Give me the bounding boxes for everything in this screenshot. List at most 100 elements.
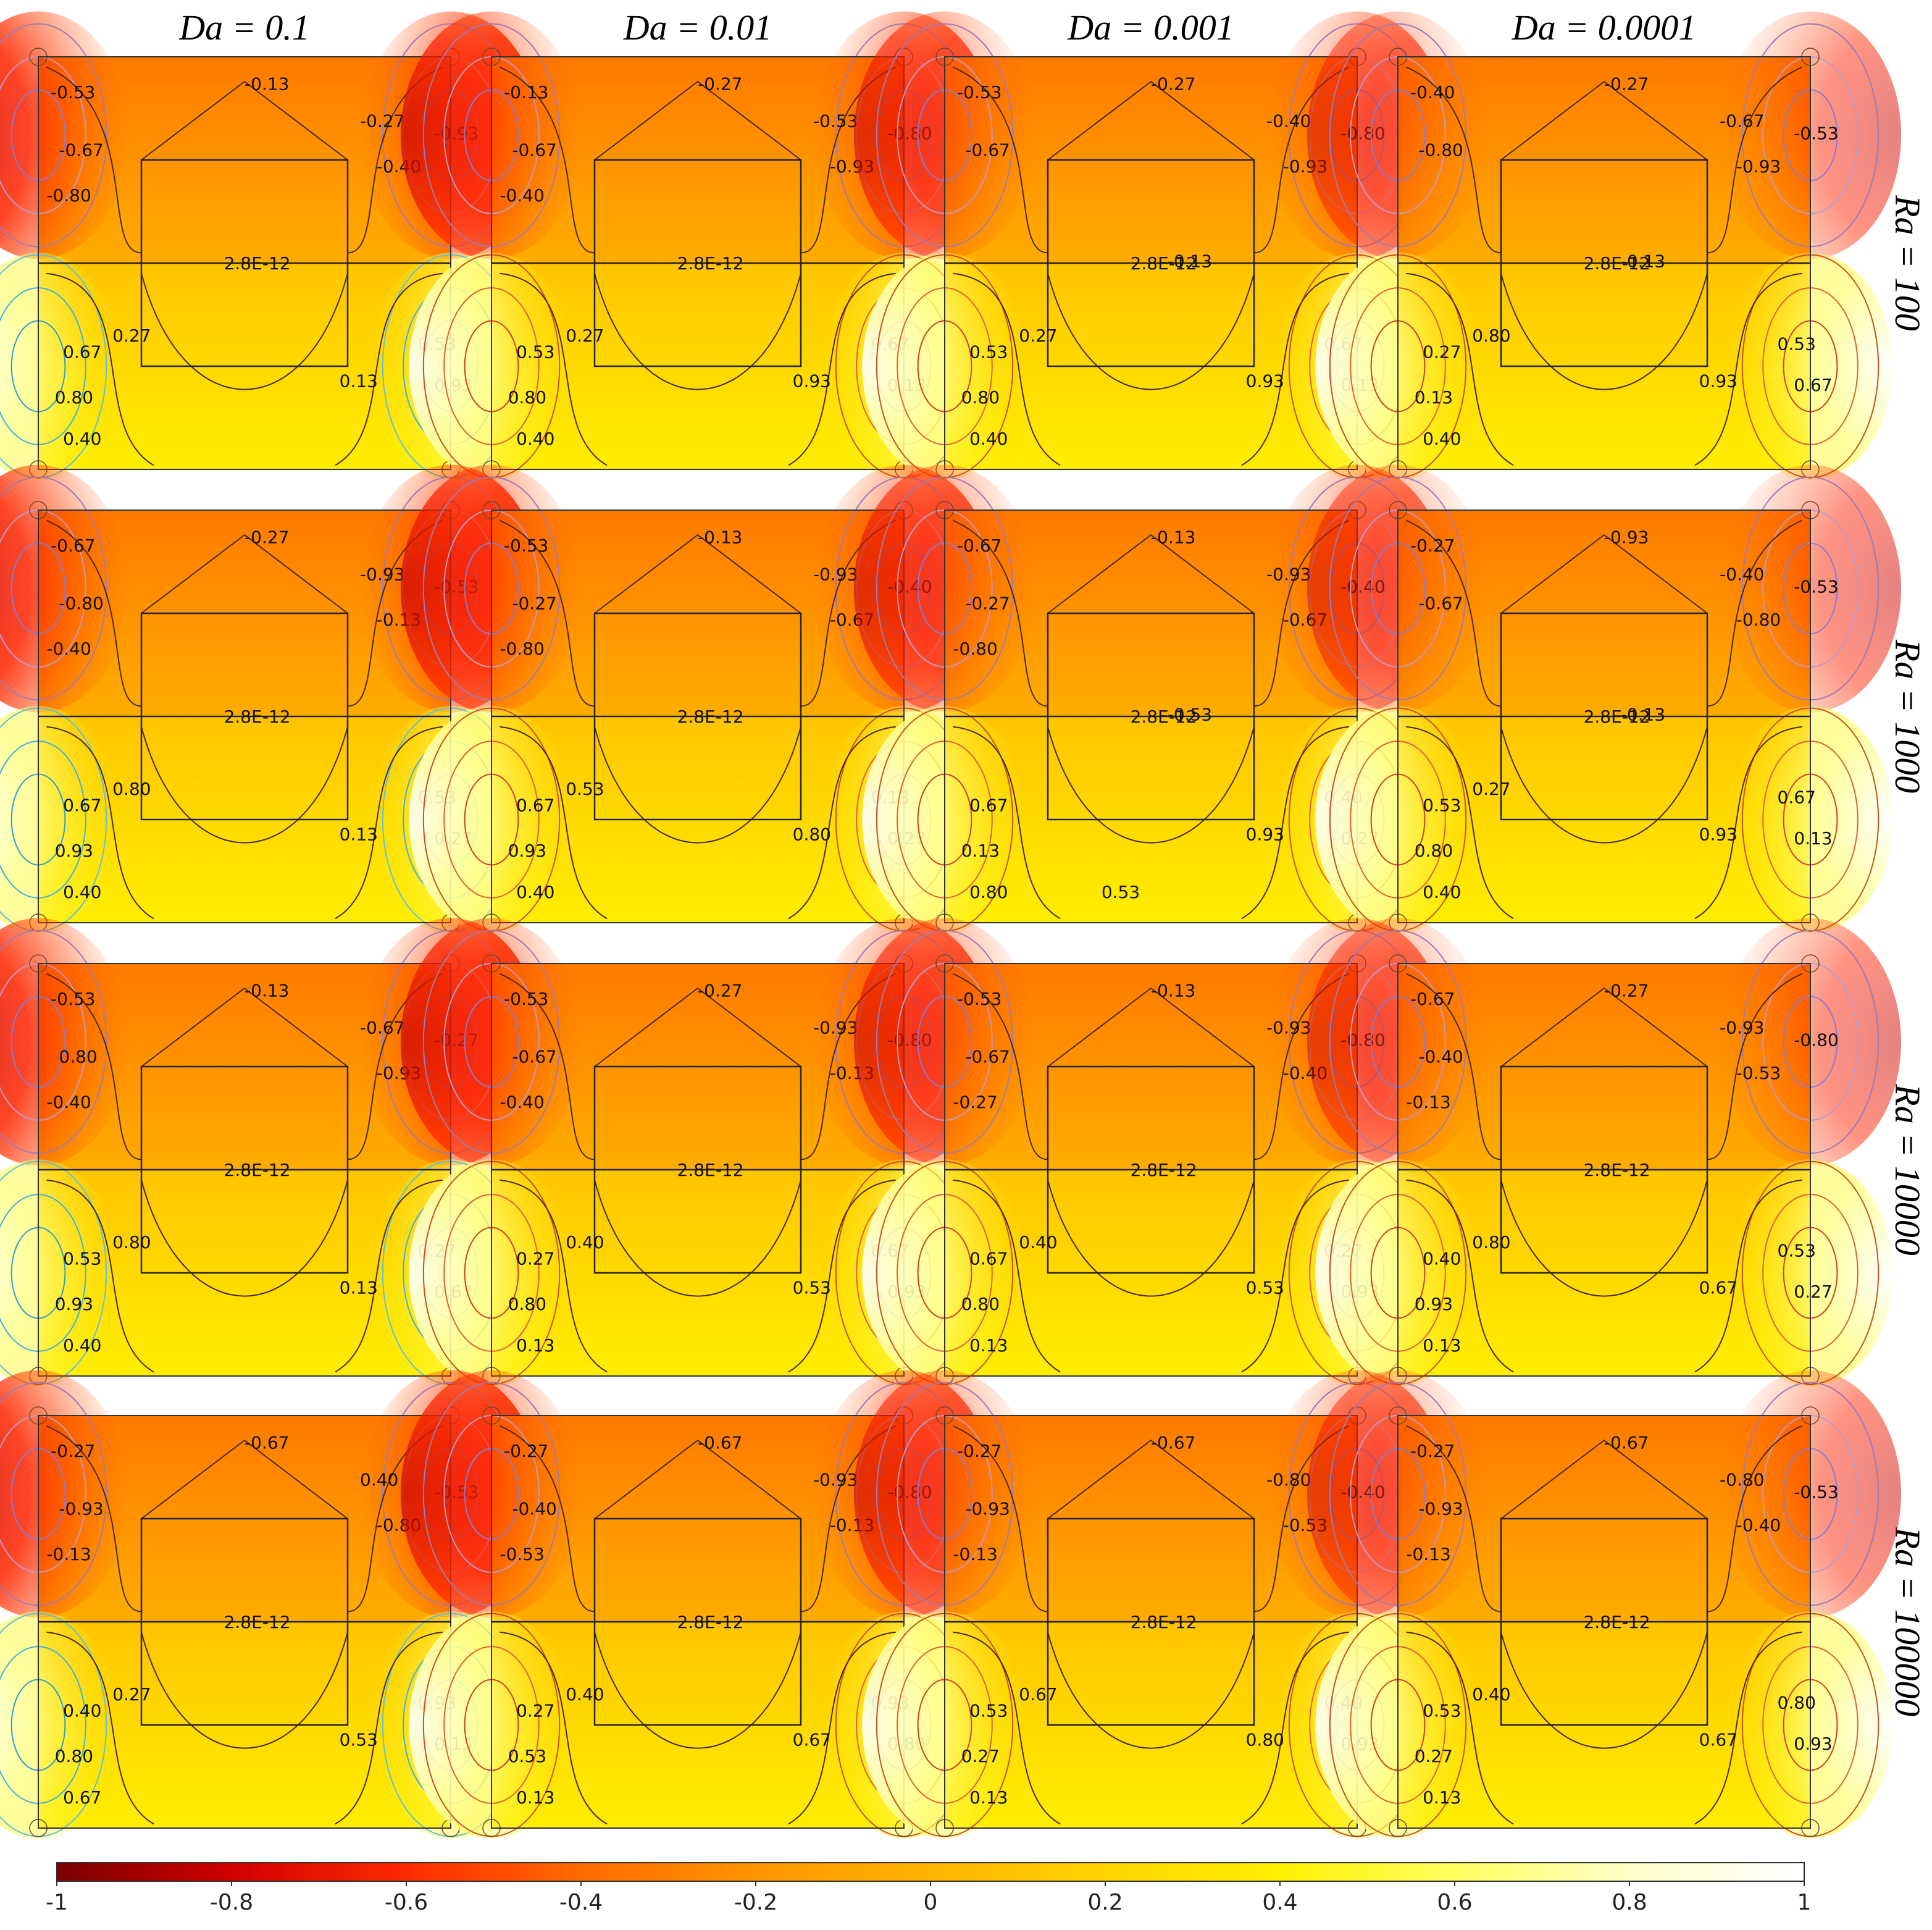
contour-label: 0.80 xyxy=(508,1294,546,1314)
inner-square xyxy=(1047,612,1255,821)
contour-line xyxy=(46,1425,142,1613)
panel-frame xyxy=(38,1415,451,1829)
contour-label: 0.27 xyxy=(112,325,151,346)
colorbar-tick-label: -0.6 xyxy=(385,1890,428,1915)
contour-label: 0.40 xyxy=(969,429,1008,449)
contour-label: -0.13 xyxy=(504,82,548,103)
contour-line xyxy=(1694,272,1802,466)
contour-label: 0.53 xyxy=(340,1729,378,1750)
contour-label: -0.53 xyxy=(1794,124,1838,144)
contour-line xyxy=(953,1179,1061,1373)
contour-line xyxy=(1500,273,1708,390)
row-title-ra100000: Ra = 100000 xyxy=(1888,1527,1928,1717)
panel-frame xyxy=(491,510,905,923)
panel-frame xyxy=(944,56,1358,470)
inner-square xyxy=(593,1065,802,1274)
contour-label: -0.13 xyxy=(1151,527,1195,547)
contour-line xyxy=(141,1439,348,1519)
contour-label: 0.40 xyxy=(1019,1232,1057,1252)
contour-label: 0.93 xyxy=(1699,371,1738,391)
contour-label: -0.13 xyxy=(245,980,289,1001)
contour-label: 0.80 xyxy=(55,387,93,408)
panel-r2-c1: -0.53-0.27-0.67-0.93-0.13-0.80-0.402.8E-… xyxy=(401,918,995,1387)
contour-label: 0.67 xyxy=(1699,1277,1738,1298)
contour-label: 0.53 xyxy=(1423,1701,1461,1721)
contour-label: 0.40 xyxy=(566,1684,604,1705)
contour-line xyxy=(952,973,1048,1160)
contour-label: -0.40 xyxy=(512,1498,556,1519)
contour-line xyxy=(1047,1632,1255,1749)
colorbar-gradient xyxy=(56,1862,1805,1882)
contour-label: 0.40 xyxy=(566,1232,604,1252)
contour-label: 0.13 xyxy=(1794,828,1832,849)
cool-core-left xyxy=(0,706,121,933)
contour-label: 0.53 xyxy=(1102,882,1140,902)
contour-label: -0.67 xyxy=(965,140,1010,160)
contour-label: -0.53 xyxy=(504,989,548,1009)
contour-label: 0.13 xyxy=(516,1335,554,1356)
panel-frame xyxy=(491,963,905,1377)
inner-square xyxy=(1500,159,1708,367)
contour-label: -0.13 xyxy=(1406,1092,1450,1112)
contour-line xyxy=(952,519,1048,707)
colorbar: -1 -0.8 -0.6 -0.4 -0.2 0 0.2 0.4 0.6 0.8 1 xyxy=(46,1862,1811,1915)
contour-label: 2.8E-12 xyxy=(1131,1160,1197,1180)
contour-label: -0.53 xyxy=(1794,577,1838,597)
contour-line xyxy=(499,66,595,254)
contour-label: 0.80 xyxy=(1472,325,1510,346)
contour-label: 2.8E-12 xyxy=(1584,253,1650,274)
contour-label: 0.27 xyxy=(961,1746,1000,1766)
contour-line xyxy=(1405,973,1502,1160)
contour-label: 2.8E-12 xyxy=(224,707,291,727)
contour-line xyxy=(1047,534,1255,614)
contour-line xyxy=(141,987,348,1067)
contour-label: 0.67 xyxy=(1794,375,1832,395)
contour-label: 0.53 xyxy=(508,1746,546,1766)
contour-label: -0.53 xyxy=(957,989,1002,1009)
contour-label: -0.13 xyxy=(1621,251,1665,272)
contour-label: -0.40 xyxy=(1736,1515,1781,1535)
contour-label: 0.13 xyxy=(1415,387,1453,408)
contour-label: 2.8E-12 xyxy=(1584,1160,1650,1180)
inner-square xyxy=(1047,1517,1255,1726)
contour-line xyxy=(594,987,801,1067)
contour-line xyxy=(1406,726,1514,920)
contour-label: 0.67 xyxy=(969,1249,1008,1269)
contour-label: 0.80 xyxy=(112,1232,151,1252)
panel-r2-c3: -0.67 -0.27 -0.40 -0.93 -0.53 -0.80 -0.13 2.8E-… xyxy=(1307,918,1901,1387)
contour-label: 0.67 xyxy=(516,795,554,816)
contour-label: 2.8E-12 xyxy=(677,253,744,274)
contour-label: 0.67 xyxy=(1778,787,1816,807)
contour-label: -0.13 xyxy=(953,1544,997,1564)
contour-label: 0.13 xyxy=(1423,1787,1461,1808)
contour-label: 0.93 xyxy=(1794,1734,1832,1754)
contour-label: -0.27 xyxy=(504,1441,548,1461)
contour-line xyxy=(1500,726,1708,844)
contour-label: 0.93 xyxy=(508,841,546,861)
contour-label: 0.27 xyxy=(516,1701,554,1721)
contour-line xyxy=(141,273,348,390)
contour-label: 0.40 xyxy=(63,882,101,902)
row-title-ra10000: Ra = 10000 xyxy=(1888,1083,1928,1256)
contour-label: -0.27 xyxy=(1151,73,1195,94)
panel-frame xyxy=(1397,510,1811,923)
contour-label: 0.93 xyxy=(1415,1294,1453,1314)
contour-label: 0.67 xyxy=(63,1787,101,1808)
column-title-da001: Da = 0.01 xyxy=(623,7,772,48)
contour-label: 0.80 xyxy=(508,387,546,408)
row-title-ra1000: Ra = 1000 xyxy=(1888,639,1928,794)
contour-label: 2.8E-12 xyxy=(224,1612,291,1632)
contour-label: 2.8E-12 xyxy=(1131,1612,1197,1632)
contour-label: 0.40 xyxy=(1423,429,1461,449)
contour-label: -0.67 xyxy=(245,1432,289,1453)
contour-line xyxy=(1047,1439,1255,1519)
contour-label: -0.27 xyxy=(1410,1441,1455,1461)
contour-label: 0.80 xyxy=(1778,1692,1816,1713)
colorbar-tick-label: -0.8 xyxy=(210,1890,253,1915)
contour-label: 0.80 xyxy=(793,824,831,844)
cool-core-left xyxy=(0,1611,121,1839)
contour-label: 0.93 xyxy=(55,841,93,861)
contour-label: -0.13 xyxy=(1406,1544,1450,1564)
panel-frame xyxy=(38,56,451,470)
panels: -0.53 -0.13 -0.67 -0.27 -0.40 -0.93 -0.80 2.8E-… xyxy=(0,11,1901,1839)
